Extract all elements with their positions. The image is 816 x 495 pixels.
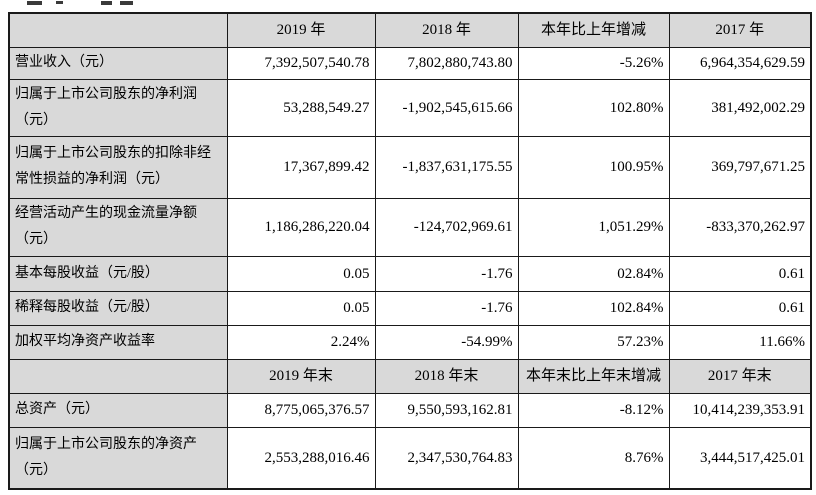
table-header-row-year-end: 2019 年末 2018 年末 本年末比上年末增减 2017 年末 [8, 358, 812, 394]
glyph-fragment [56, 1, 63, 4]
row-label-cell: 总资产（元） [8, 392, 228, 428]
value-2019-cell: 17,367,899.42 [226, 135, 376, 199]
value-2017-cell: 6,964,354,629.59 [668, 46, 812, 80]
value-2018-cell: -54.99% [374, 324, 519, 360]
table-row-weighted-avg-roe: 加权平均净资产收益率 2.24% -54.99% 57.23% 11.66% [8, 324, 812, 360]
table-row-net-assets: 归属于上市公司股东的净资产（元） 2,553,288,016.46 2,347,… [8, 426, 812, 490]
row-label-cell: 加权平均净资产收益率 [8, 324, 228, 360]
value-2018-cell: -1,837,631,175.55 [374, 135, 519, 199]
header-2019: 2019 年 [226, 12, 376, 48]
row-label-cell: 归属于上市公司股东的净利润（元） [8, 78, 228, 137]
value-2019-cell: 8,775,065,376.57 [226, 392, 376, 428]
table-row-operating-cash-flow: 经营活动产生的现金流量净额（元） 1,186,286,220.04 -124,7… [8, 197, 812, 257]
value-change-cell: 8.76% [517, 426, 670, 490]
value-change-cell: 1,051.29% [517, 197, 670, 257]
glyph-fragment [27, 1, 42, 5]
value-2019-cell: 2,553,288,016.46 [226, 426, 376, 490]
value-change-cell: 100.95% [517, 135, 670, 199]
header-2018: 2018 年 [374, 12, 519, 48]
value-change-cell: -8.12% [517, 392, 670, 428]
table-row-total-assets: 总资产（元） 8,775,065,376.57 9,550,593,162.81… [8, 392, 812, 428]
table-row-net-profit-deducted: 归属于上市公司股东的扣除非经常性损益的净利润（元） 17,367,899.42 … [8, 135, 812, 199]
value-2019-cell: 7,392,507,540.78 [226, 46, 376, 80]
value-change-cell: 102.80% [517, 78, 670, 137]
header-2018-year-end: 2018 年末 [374, 358, 519, 394]
value-2018-cell: -1,902,545,615.66 [374, 78, 519, 137]
table-row-diluted-eps: 稀释每股收益（元/股） 0.05 -1.76 102.84% 0.61 [8, 290, 812, 326]
header-2017-year-end: 2017 年末 [668, 358, 812, 394]
value-2017-cell: 381,492,002.29 [668, 78, 812, 137]
value-2018-cell: 7,802,880,743.80 [374, 46, 519, 80]
value-2018-cell: -1.76 [374, 290, 519, 326]
value-2018-cell: 2,347,530,764.83 [374, 426, 519, 490]
row-label-cell: 稀释每股收益（元/股） [8, 290, 228, 326]
value-2019-cell: 0.05 [226, 255, 376, 292]
header-yoy-change: 本年比上年增减 [517, 12, 670, 48]
value-2017-cell: 0.61 [668, 290, 812, 326]
value-2017-cell: -833,370,262.97 [668, 197, 812, 257]
clipped-text-fragment [0, 0, 816, 7]
value-2019-cell: 53,288,549.27 [226, 78, 376, 137]
value-2017-cell: 0.61 [668, 255, 812, 292]
value-2017-cell: 3,444,517,425.01 [668, 426, 812, 490]
glyph-fragment [101, 1, 112, 5]
row-label-cell: 营业收入（元） [8, 46, 228, 80]
value-2018-cell: 9,550,593,162.81 [374, 392, 519, 428]
value-change-cell: 102.84% [517, 290, 670, 326]
header-2019-year-end: 2019 年末 [226, 358, 376, 394]
value-2019-cell: 2.24% [226, 324, 376, 360]
value-change-cell: 02.84% [517, 255, 670, 292]
value-2017-cell: 369,797,671.25 [668, 135, 812, 199]
header-2017: 2017 年 [668, 12, 812, 48]
value-2018-cell: -1.76 [374, 255, 519, 292]
value-2017-cell: 11.66% [668, 324, 812, 360]
header-empty-cell [8, 12, 228, 48]
table-row-net-profit: 归属于上市公司股东的净利润（元） 53,288,549.27 -1,902,54… [8, 78, 812, 137]
key-financials-table: 2019 年 2018 年 本年比上年增减 2017 年 营业收入（元） 7,3… [8, 12, 812, 490]
glyph-fragment [120, 1, 133, 5]
table-row-basic-eps: 基本每股收益（元/股） 0.05 -1.76 02.84% 0.61 [8, 255, 812, 292]
row-label-cell: 经营活动产生的现金流量净额（元） [8, 197, 228, 257]
table-row-revenue: 营业收入（元） 7,392,507,540.78 7,802,880,743.8… [8, 46, 812, 80]
header-year-end-change: 本年末比上年末增减 [517, 358, 670, 394]
header-empty-cell [8, 358, 228, 394]
table-header-row-annual: 2019 年 2018 年 本年比上年增减 2017 年 [8, 12, 812, 48]
row-label-cell: 归属于上市公司股东的扣除非经常性损益的净利润（元） [8, 135, 228, 199]
value-2017-cell: 10,414,239,353.91 [668, 392, 812, 428]
row-label-cell: 归属于上市公司股东的净资产（元） [8, 426, 228, 490]
value-change-cell: -5.26% [517, 46, 670, 80]
value-2018-cell: -124,702,969.61 [374, 197, 519, 257]
value-change-cell: 57.23% [517, 324, 670, 360]
value-2019-cell: 1,186,286,220.04 [226, 197, 376, 257]
row-label-cell: 基本每股收益（元/股） [8, 255, 228, 292]
value-2019-cell: 0.05 [226, 290, 376, 326]
